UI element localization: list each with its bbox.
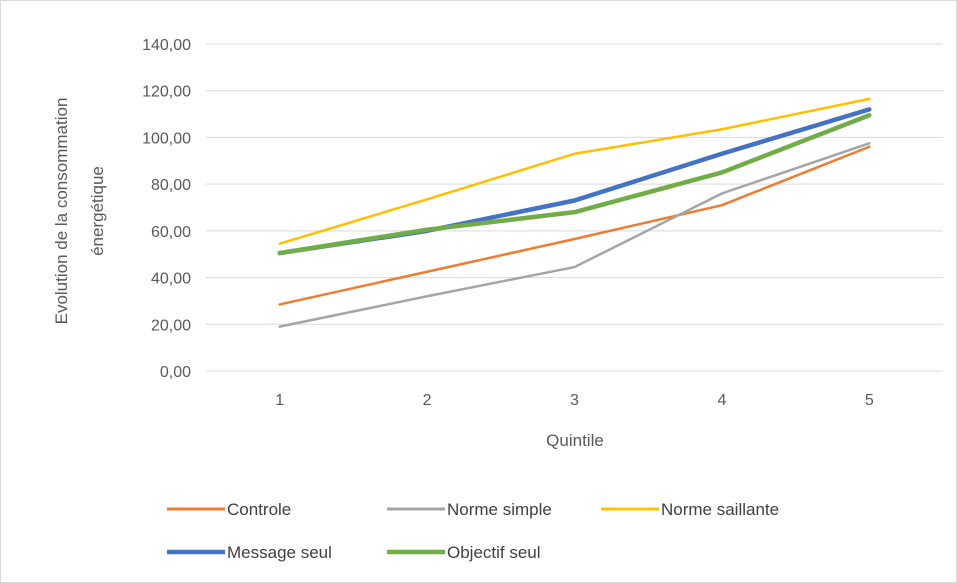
y-axis-title-line-1: Evolution de la consommation (52, 98, 71, 325)
x-tick-label: 5 (865, 392, 874, 409)
legend-item-norme-saillante: Norme saillante (601, 500, 779, 519)
x-tick-labels: 1 2 3 4 5 (275, 392, 874, 409)
legend-label: Norme simple (447, 500, 552, 519)
legend-item-controle: Controle (167, 500, 291, 519)
x-tick-label: 1 (275, 392, 284, 409)
legend-label: Norme saillante (661, 500, 779, 519)
y-tick-labels: 0,00 20,00 40,00 60,00 80,00 100,00 120,00 140,… (142, 37, 191, 381)
series-line-objectif-seul (277, 112, 872, 256)
legend-item-message-seul: Message seul (167, 543, 332, 562)
series-line-norme-simple (278, 142, 871, 328)
y-tick-label: 40,00 (151, 271, 191, 288)
y-tick-label: 100,00 (142, 130, 191, 147)
y-tick-label: 80,00 (151, 177, 191, 194)
y-axis-title-line-2: énergétique (88, 166, 107, 256)
legend-label: Message seul (227, 543, 332, 562)
legend-item-objectif-seul: Objectif seul (387, 543, 541, 562)
x-tick-label: 3 (570, 392, 579, 409)
y-tick-label: 0,00 (160, 364, 191, 381)
y-tick-label: 20,00 (151, 317, 191, 334)
x-tick-label: 2 (423, 392, 432, 409)
legend-label: Controle (227, 500, 291, 519)
y-axis-title: Evolution de la consommation énergétique (52, 98, 107, 325)
y-tick-label: 120,00 (142, 84, 191, 101)
x-tick-label: 4 (717, 392, 726, 409)
y-tick-label: 140,00 (142, 37, 191, 54)
series-lines (277, 97, 872, 328)
legend-item-norme-simple: Norme simple (387, 500, 552, 519)
series-line-norme-saillante (278, 97, 871, 245)
gridlines (206, 43, 943, 372)
legend: Controle Norme simple Norme saillante Messa… (167, 500, 779, 562)
x-axis-title: Quintile (546, 431, 604, 450)
y-tick-label: 60,00 (151, 224, 191, 241)
series-line-controle (278, 145, 871, 306)
legend-label: Objectif seul (447, 543, 541, 562)
